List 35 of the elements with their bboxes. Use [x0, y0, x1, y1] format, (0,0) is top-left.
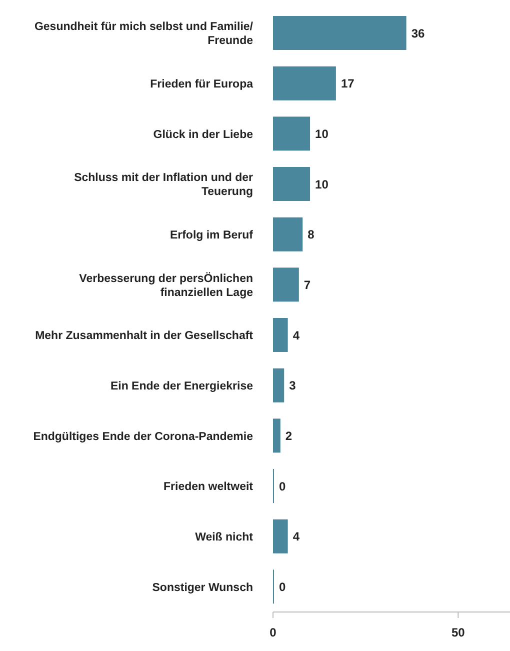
y-tick-label: Frieden weltweit: [164, 481, 254, 494]
data-label: 10: [315, 177, 329, 192]
y-tick-label: Sonstiger Wunsch: [152, 582, 253, 594]
bar: [273, 519, 288, 554]
data-label: 36: [411, 26, 425, 40]
bar: [273, 116, 310, 151]
bar: [273, 16, 406, 50]
y-tick-label: Erfolg im Beruf: [170, 230, 254, 242]
data-label: 2: [285, 428, 292, 443]
bar: [273, 418, 280, 453]
y-tick-label: Endgültiges Ende der Corona-Pandemie: [33, 430, 253, 443]
y-tick-label: Ein Ende der Energiekrise: [110, 380, 253, 393]
x-tick-label: 50: [451, 626, 466, 640]
data-label: 8: [308, 228, 315, 242]
data-label: 0: [279, 580, 286, 594]
y-tick-label: Glück in der Liebe: [153, 128, 253, 141]
y-tick-label: Verbesserung der persÖnlichen finanziellen Lage: [79, 272, 253, 299]
y-tick-label: Mehr Zusammenhalt in der Gesellschaft: [35, 330, 254, 342]
data-label: 10: [315, 126, 329, 141]
data-label: 0: [279, 479, 286, 494]
bar: [273, 217, 303, 252]
y-tick-label: Weiß nicht: [195, 532, 254, 544]
bar: [273, 268, 299, 302]
data-label: 4: [292, 530, 300, 544]
bar: [273, 167, 310, 201]
bar: [273, 368, 284, 402]
y-tick-label: Gesundheit für mich selbst und Familie/ Freunde: [34, 21, 254, 48]
bar: [273, 66, 336, 100]
data-label: 4: [292, 328, 300, 342]
bar: [273, 318, 288, 352]
data-label: 7: [304, 278, 311, 292]
data-label: 3: [289, 378, 296, 393]
data-label: 17: [340, 76, 355, 91]
y-tick-label: Schluss mit der Inflation und der Teuerung: [74, 172, 254, 198]
y-tick-label: Frieden für Europa: [150, 78, 254, 91]
